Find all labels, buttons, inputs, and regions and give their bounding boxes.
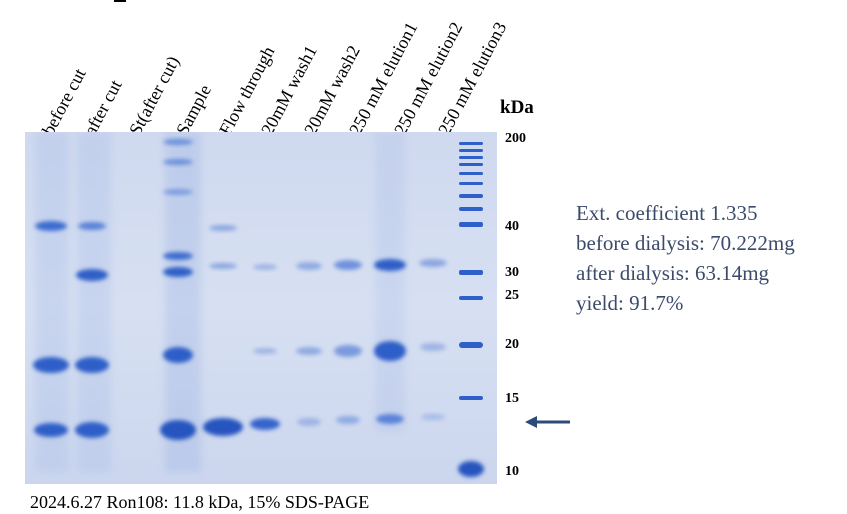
ext-coefficient-note: Ext. coefficient 1.335 bbox=[576, 201, 758, 225]
marker-label-30: 30 bbox=[505, 265, 519, 280]
marker-label-15: 15 bbox=[505, 391, 519, 406]
gel-bands-svg bbox=[33, 132, 484, 477]
before-dialysis-note: before dialysis: 70.222mg bbox=[576, 231, 795, 255]
left-arrow-icon bbox=[525, 416, 570, 428]
after-dialysis-note: after dialysis: 63.14mg bbox=[576, 261, 770, 285]
top-tick-mark bbox=[114, 0, 126, 2]
marker-label-20: 20 bbox=[505, 337, 519, 352]
marker-label-10: 10 bbox=[505, 464, 519, 479]
marker-label-25: 25 bbox=[505, 288, 519, 303]
yield-note: yield: 91.7% bbox=[576, 291, 684, 315]
marker-label-200: 200 bbox=[505, 131, 526, 146]
gel-image bbox=[25, 132, 497, 484]
kda-unit-label: kDa bbox=[500, 97, 534, 118]
marker-label-40: 40 bbox=[505, 219, 519, 234]
gel-caption: 2024.6.27 Ron108: 11.8 kDa, 15% SDS-PAGE bbox=[30, 492, 370, 512]
lane-label-sample: Sample bbox=[172, 81, 216, 139]
lane-label-after-cut: after cut bbox=[80, 76, 126, 139]
